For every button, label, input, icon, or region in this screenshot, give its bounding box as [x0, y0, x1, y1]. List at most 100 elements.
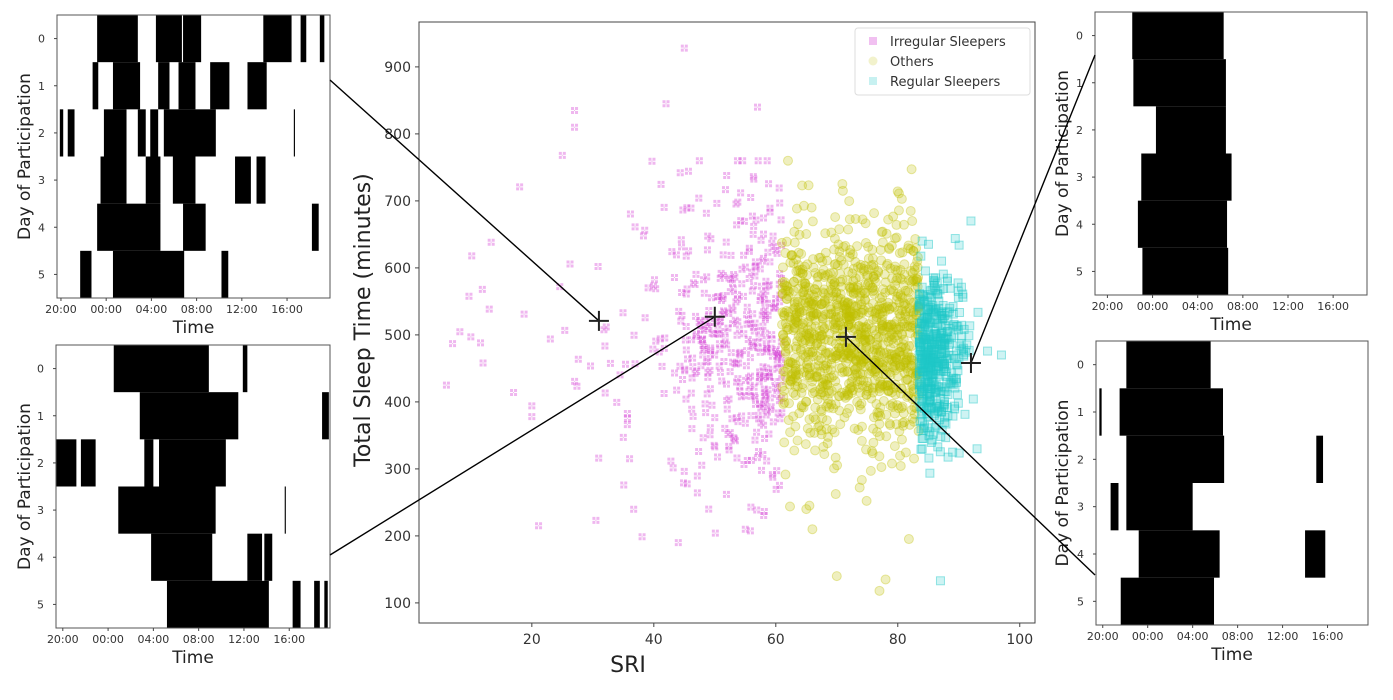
scatter-point-regular: [951, 321, 961, 331]
scatter-point-others: [783, 357, 794, 368]
scatter-point-others: [803, 349, 814, 360]
scatter-point-irregular: [774, 350, 782, 358]
scatter-point-others: [824, 388, 835, 399]
scatter-point-others: [795, 267, 806, 278]
scatter-point-regular: [959, 324, 969, 334]
scatter-point-others: [905, 328, 916, 339]
scatter-point-irregular: [736, 382, 744, 390]
scatter-point-others: [900, 447, 911, 458]
scatter-point-others: [872, 334, 883, 345]
scatter-point-others: [862, 380, 873, 391]
scatter-point-others: [795, 344, 806, 355]
scatter-point-regular: [916, 299, 926, 309]
scatter-point-others: [819, 390, 830, 401]
scatter-point-irregular: [730, 434, 738, 442]
scatter-point-regular: [920, 321, 930, 331]
scatter-point-others: [899, 417, 910, 428]
scatter-point-irregular: [679, 479, 687, 487]
scatter-point-irregular: [772, 302, 780, 310]
scatter-point-irregular: [738, 265, 746, 273]
scatter-point-others: [791, 266, 802, 277]
scatter-point-others: [913, 330, 924, 341]
scatter-point-others: [880, 277, 891, 288]
sleep-bout: [284, 486, 286, 534]
scatter-point-others: [858, 304, 869, 315]
scatter-point-others: [859, 266, 870, 277]
scatter-point-others: [881, 260, 892, 271]
scatter-point-others: [813, 271, 824, 282]
scatter-point-others: [913, 301, 924, 312]
scatter-point-irregular: [722, 380, 730, 388]
scatter-point-regular: [947, 368, 957, 378]
scatter-point-others: [833, 239, 844, 250]
x-tick-label: 08:00: [1227, 300, 1259, 313]
scatter-point-irregular: [751, 436, 759, 444]
scatter-point-others: [912, 252, 923, 263]
scatter-point-others: [780, 318, 791, 329]
scatter-point-irregular: [644, 284, 652, 292]
y-tick-label: 2: [38, 127, 45, 140]
scatter-point-others: [885, 420, 896, 431]
scatter-point-others: [859, 329, 870, 340]
scatter-point-others: [828, 291, 839, 302]
scatter-point-irregular: [715, 340, 723, 348]
scatter-point-others: [913, 302, 924, 313]
scatter-point-regular: [924, 363, 934, 373]
scatter-point-others: [867, 253, 878, 264]
scatter-point-others: [898, 420, 909, 431]
scatter-point-others: [907, 381, 918, 392]
scatter-point-irregular: [711, 351, 719, 359]
scatter-point-others: [852, 282, 863, 293]
scatter-point-regular: [931, 273, 941, 283]
scatter-point-others: [829, 259, 840, 270]
scatter-point-others: [856, 344, 867, 355]
scatter-point-others: [799, 278, 810, 289]
scatter-point-others: [797, 287, 808, 298]
scatter-point-regular: [927, 353, 937, 363]
scatter-point-others: [831, 287, 842, 298]
scatter-point-others: [785, 314, 796, 325]
scatter-point-others: [819, 288, 830, 299]
scatter-point-regular: [931, 358, 941, 368]
scatter-point-irregular: [749, 230, 757, 238]
scatter-point-regular: [939, 348, 949, 358]
scatter-point-others: [792, 312, 803, 323]
scatter-point-irregular: [748, 268, 756, 276]
scatter-point-irregular: [699, 434, 707, 442]
scatter-point-others: [852, 362, 863, 373]
scatter-point-others: [885, 343, 896, 354]
scatter-point-regular: [955, 341, 965, 351]
scatter-point-irregular: [719, 294, 727, 302]
scatter-point-others: [825, 278, 836, 289]
scatter-point-regular: [939, 366, 949, 376]
scatter-point-others: [842, 297, 853, 308]
scatter-point-others: [817, 298, 828, 309]
scatter-point-others: [881, 431, 892, 442]
scatter-point-irregular: [721, 334, 729, 342]
scatter-point-irregular: [693, 472, 701, 480]
scatter-point-others: [911, 365, 922, 376]
scatter-point-others: [782, 294, 793, 305]
scatter-point-others: [849, 310, 860, 321]
scatter-point-regular: [927, 307, 937, 317]
sleep-bout: [242, 345, 248, 393]
scatter-point-others: [842, 366, 853, 377]
scatter-point-others: [909, 261, 920, 272]
scatter-point-irregular: [734, 418, 742, 426]
scatter-point-others: [779, 277, 790, 288]
scatter-point-regular: [938, 333, 948, 343]
scatter-point-regular: [938, 314, 948, 324]
scatter-point-others: [861, 270, 872, 281]
scatter-point-regular: [925, 369, 935, 379]
scatter-point-irregular: [680, 44, 688, 52]
scatter-point-others: [912, 256, 923, 267]
sleep-bout: [324, 580, 328, 628]
scatter-point-regular: [920, 421, 930, 431]
scatter-point-regular: [919, 423, 929, 433]
scatter-point-others: [853, 309, 864, 320]
scatter-point-others: [785, 501, 796, 512]
scatter-point-regular: [927, 340, 937, 350]
scatter-point-others: [884, 303, 895, 314]
scatter-point-others: [887, 329, 898, 340]
scatter-point-regular: [923, 304, 933, 314]
